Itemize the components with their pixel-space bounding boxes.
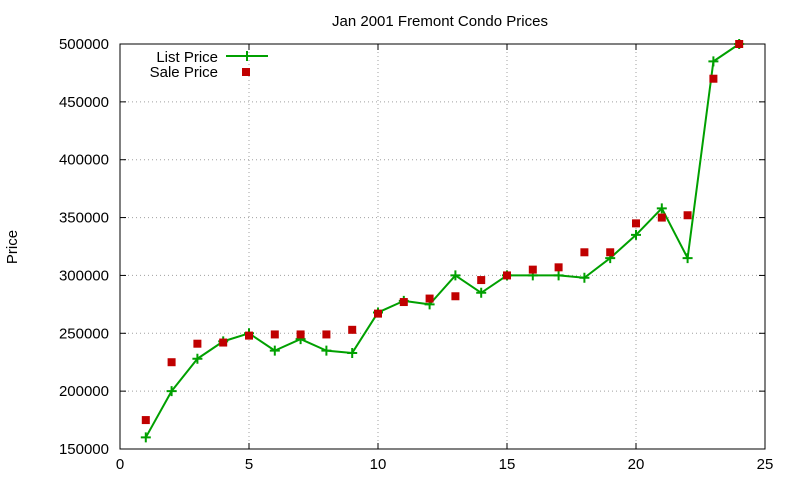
sale-price-point — [322, 330, 331, 339]
sale-price-point — [451, 292, 460, 301]
x-tick-label: 20 — [628, 456, 645, 473]
list-price-point — [347, 347, 358, 358]
legend-marker-sale-price — [242, 68, 250, 76]
sale-price-point — [167, 358, 176, 367]
list-price-point — [553, 270, 564, 281]
ticks-layer: 0 5 10 15 20 25 150000 200000 250000 300000 350000… — [59, 36, 773, 473]
legend-label-list-price: List Price — [156, 49, 218, 66]
sale-price-point — [348, 325, 357, 334]
sale-price-point — [580, 248, 589, 257]
sale-price-point — [425, 294, 434, 303]
list-price-point — [140, 432, 151, 443]
sale-price-point — [141, 416, 150, 425]
y-tick-label: 400000 — [59, 152, 109, 169]
sale-price-point — [193, 339, 202, 348]
series-line-list-price — [144, 43, 740, 438]
plot-frame — [119, 43, 766, 450]
sale-price-point — [735, 40, 744, 48]
y-tick-label: 200000 — [59, 383, 109, 400]
y-tick-label: 150000 — [59, 441, 109, 458]
sale-price-point — [606, 248, 615, 257]
x-tick-label: 25 — [757, 456, 774, 473]
y-axis-label: Price — [4, 230, 21, 264]
sale-price-point — [554, 263, 563, 272]
list-price-point — [192, 353, 203, 364]
list-price-point — [450, 270, 461, 281]
x-tick-label: 10 — [370, 456, 387, 473]
sale-price-point — [270, 330, 279, 339]
list-price-point — [476, 287, 487, 298]
sale-price-point — [245, 331, 253, 340]
grid-layer — [120, 44, 765, 449]
list-price-point — [579, 272, 590, 283]
x-tick-label: 0 — [116, 456, 124, 473]
y-tick-label: 450000 — [59, 94, 109, 111]
y-tick-label: 250000 — [59, 325, 109, 342]
chart-title: Jan 2001 Fremont Condo Prices — [332, 13, 548, 30]
sale-price-point — [399, 298, 408, 307]
legend-marker-list-price — [242, 51, 252, 61]
list-price-point — [708, 56, 719, 67]
sale-price-point — [632, 219, 640, 228]
y-tick-label: 500000 — [59, 36, 109, 53]
sale-price-point — [503, 271, 511, 280]
sale-price-point — [374, 309, 382, 318]
y-tick-label: 350000 — [59, 210, 109, 227]
list-price-point — [166, 386, 177, 397]
legend: List Price Sale Price — [150, 49, 268, 81]
y-tick-label: 300000 — [59, 267, 109, 284]
list-price-point — [321, 345, 332, 356]
list-price-point — [656, 203, 667, 214]
legend-label-sale-price: Sale Price — [150, 64, 218, 81]
sale-price-point — [657, 213, 666, 222]
list-price-point — [631, 229, 641, 240]
sale-price-point — [477, 276, 486, 285]
list-price-point — [269, 345, 280, 356]
sale-price-point — [528, 265, 537, 274]
sale-price-point — [709, 74, 718, 83]
sale-price-point — [683, 211, 692, 220]
x-tick-label: 5 — [245, 456, 253, 473]
series-layer — [140, 39, 745, 443]
list-price-point — [682, 253, 693, 264]
sale-price-point — [296, 330, 305, 339]
x-tick-label: 15 — [499, 456, 516, 473]
sale-price-point — [219, 338, 228, 347]
